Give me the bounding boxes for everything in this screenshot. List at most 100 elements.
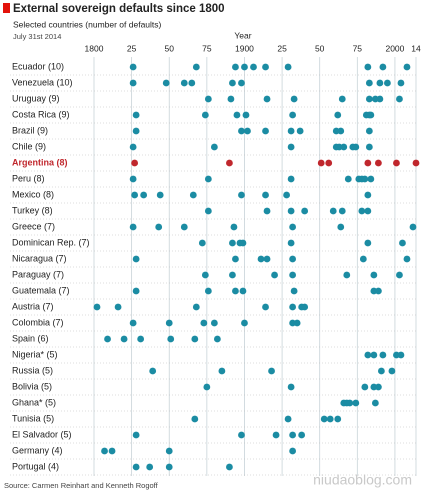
x-tick-label: 50 (164, 43, 174, 53)
default-dot (290, 287, 298, 295)
default-dot (298, 431, 306, 439)
default-dot (301, 303, 309, 311)
default-dot (238, 431, 245, 439)
chart-date: July 31st 2014 (13, 32, 61, 41)
country-label: Nigeria* (5) (12, 349, 58, 359)
country-label: Colombia (7) (12, 317, 64, 327)
default-dot (156, 191, 164, 199)
country-label: Nicaragua (7) (12, 253, 67, 263)
default-dot (361, 175, 369, 183)
default-dot (365, 127, 373, 135)
default-dot (201, 271, 209, 279)
default-dot (317, 159, 325, 167)
default-dot (262, 63, 269, 71)
default-dot (188, 79, 196, 87)
default-dot (262, 303, 269, 311)
default-dot (129, 63, 137, 71)
country-label: Uruguay (9) (12, 93, 60, 103)
country-label: Peru (8) (12, 173, 45, 183)
watermark: niudaoblog.com (313, 472, 412, 488)
default-dot (289, 223, 297, 231)
default-dot (329, 207, 337, 215)
default-dot (192, 63, 200, 71)
default-dot (155, 223, 163, 231)
x-tick-label: 1800 (85, 43, 104, 53)
country-label: Portugal (4) (12, 461, 59, 471)
default-dot (167, 335, 175, 343)
default-dot (129, 175, 137, 183)
default-dot (396, 271, 403, 279)
default-dot (238, 79, 245, 87)
default-dot (239, 239, 247, 247)
default-dot (189, 191, 197, 199)
default-dot (230, 223, 238, 231)
default-dot (289, 303, 297, 311)
default-dot (162, 79, 170, 87)
default-dot (359, 255, 367, 263)
default-dot (337, 127, 345, 135)
default-dot (191, 335, 199, 343)
default-dot (263, 207, 271, 215)
default-dot (165, 447, 173, 455)
default-dot (403, 255, 411, 263)
default-dot (238, 127, 245, 135)
default-dot (320, 415, 328, 423)
default-dot (213, 335, 221, 343)
default-dot (289, 255, 297, 263)
default-dot (367, 111, 375, 119)
default-dot (272, 431, 280, 439)
default-dot (131, 191, 139, 199)
default-dot (334, 415, 342, 423)
x-tick-label: 1900 (235, 43, 254, 53)
default-dot (132, 127, 140, 135)
default-dot (396, 95, 403, 103)
default-dot (198, 239, 206, 247)
x-tick-label: 25 (127, 43, 137, 53)
country-label: Ecuador (10) (12, 61, 64, 71)
default-dot (399, 239, 406, 247)
default-dot (104, 335, 111, 343)
default-dot (204, 287, 212, 295)
default-dot (204, 175, 212, 183)
x-tick-label: 2000 (385, 43, 404, 53)
title-badge (3, 3, 10, 13)
default-dot (129, 223, 137, 231)
default-dot (229, 239, 236, 247)
default-dot (374, 159, 382, 167)
country-label: Tunisia (5) (12, 413, 54, 423)
default-dot (338, 95, 346, 103)
default-dot (287, 143, 295, 151)
default-dot (262, 191, 269, 199)
default-dot (204, 95, 212, 103)
default-dot (241, 63, 248, 71)
country-label: Argentina (8) (12, 157, 68, 167)
default-dot (379, 63, 387, 71)
default-dot (242, 111, 250, 119)
default-dot (137, 335, 145, 343)
country-label: Dominican Rep. (7) (12, 237, 90, 247)
default-dot (367, 175, 375, 183)
country-label: Paraguay (7) (12, 269, 64, 279)
default-dot (93, 303, 101, 311)
default-dot (239, 287, 247, 295)
default-dot (233, 111, 241, 119)
default-dot (203, 383, 211, 391)
default-dot (114, 303, 122, 311)
default-dot (374, 383, 382, 391)
default-dot (379, 351, 387, 359)
default-dot (344, 175, 352, 183)
default-dot (227, 95, 235, 103)
default-dot (326, 415, 334, 423)
default-dot (191, 415, 199, 423)
default-dot (374, 287, 382, 295)
x-tick-label: 50 (315, 43, 325, 53)
default-dot (346, 399, 354, 407)
default-dot (365, 79, 373, 87)
default-dot (293, 319, 301, 327)
default-dot (370, 351, 378, 359)
default-dot (165, 319, 173, 327)
default-dot (132, 463, 140, 471)
source: Source: Carmen Reinhart and Kenneth Rogo… (4, 481, 159, 490)
